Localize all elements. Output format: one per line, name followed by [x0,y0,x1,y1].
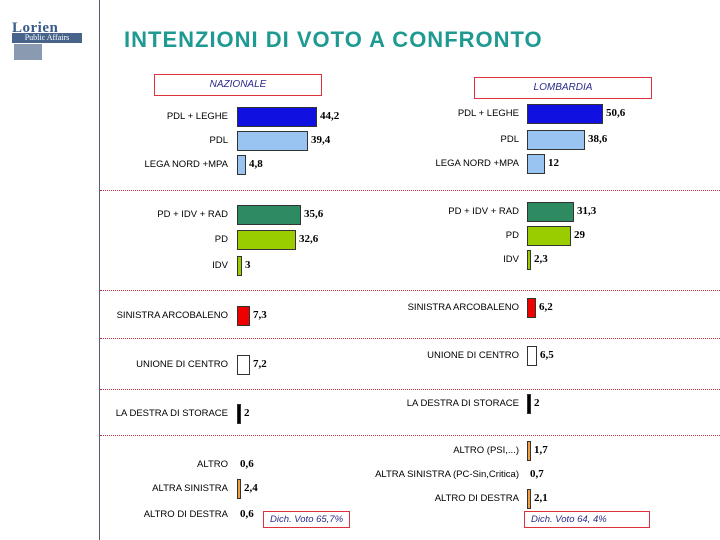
lom-bar [527,104,603,124]
lom-bar-value: 38,6 [588,133,608,145]
naz-row-label: IDV [212,260,228,271]
lom-row-label: PD [505,230,519,241]
section-separator [100,190,720,191]
lom-row-label: LEGA NORD +MPA [435,158,519,169]
section-separator [100,435,720,436]
lom-bar-value: 0,7 [530,468,544,480]
lom-row-label: ALTRA SINISTRA (PC-Sin,Critica) [375,469,519,480]
lom-bar [527,154,545,174]
lom-bar [527,202,574,222]
naz-bar [237,479,241,499]
lorien-logo: Lorien Public Affairs [12,20,84,60]
lom-bar [527,346,537,366]
naz-bar [237,131,308,151]
naz-row-label: SINISTRA ARCOBALENO [116,310,228,321]
lom-bar-value: 1,7 [534,444,548,456]
section-separator [100,389,720,390]
naz-bar [237,306,250,326]
lom-bar-value: 6,5 [540,349,554,361]
note-nazionale: Dich. Voto 65,7% [263,511,351,528]
lom-row-label: UNIONE DI CENTRO [427,350,519,361]
naz-bar [237,404,241,424]
lom-row-label: IDV [503,254,519,265]
lom-bar-value: 12 [548,157,559,169]
lom-bar-value: 2,1 [534,492,548,504]
naz-bar-value: 0,6 [240,508,254,520]
naz-bar-value: 0,6 [240,458,254,470]
section-separator [100,290,720,291]
naz-row-label: UNIONE DI CENTRO [136,359,228,370]
page-title: INTENZIONI DI VOTO A CONFRONTO [124,27,543,52]
header-nazionale: NAZIONALE [154,74,322,96]
naz-bar [237,355,250,375]
naz-bar [237,205,301,225]
lom-bar [527,250,531,270]
lom-bar [527,441,531,461]
lom-bar-value: 2,3 [534,253,548,265]
lom-row-label: ALTRO (PSI,...) [453,445,519,456]
naz-bar-value: 32,6 [299,233,319,245]
lom-row-label: PDL + LEGHE [457,108,519,119]
naz-bar-value: 7,3 [253,309,267,321]
logo-bottom-text: Public Affairs [12,33,82,43]
naz-row-label: LEGA NORD +MPA [144,159,228,170]
lom-row-label: ALTRO DI DESTRA [434,493,519,504]
lom-bar-value: 31,3 [577,205,597,217]
lom-bar [527,226,571,246]
lom-bar [527,394,531,414]
naz-row-label: PDL + LEGHE [166,111,228,122]
lom-bar [527,130,585,150]
lom-bar-value: 29 [574,229,585,241]
naz-bar [237,107,317,127]
naz-bar-value: 3 [245,259,251,271]
naz-bar [237,230,296,250]
naz-row-label: ALTRO [197,459,228,470]
vertical-divider [99,0,100,540]
lom-row-label: PD + IDV + RAD [448,206,519,217]
lom-row-label: LA DESTRA DI STORACE [406,398,519,409]
naz-bar-value: 2,4 [244,482,258,494]
naz-bar-value: 4,8 [249,158,263,170]
naz-row-label: PDL [209,135,228,146]
naz-bar [237,155,246,175]
header-lombardia: LOMBARDIA [474,77,652,99]
naz-row-label: ALTRO DI DESTRA [143,509,228,520]
naz-row-label: PD [214,234,228,245]
naz-bar-value: 39,4 [311,134,331,146]
lom-bar [527,489,531,509]
lom-bar-value: 6,2 [539,301,553,313]
section-separator [100,338,720,339]
naz-bar-value: 7,2 [253,358,267,370]
logo-top-text: Lorien [12,20,59,36]
lom-bar-value: 50,6 [606,107,626,119]
naz-row-label: LA DESTRA DI STORACE [115,408,228,419]
naz-bar-value: 44,2 [320,110,340,122]
naz-bar [237,256,242,276]
naz-row-label: PD + IDV + RAD [157,209,228,220]
lom-bar [527,298,536,318]
note-lombardia: Dich. Voto 64, 4% [524,511,650,528]
naz-bar-value: 2 [244,407,250,419]
naz-row-label: ALTRA SINISTRA [152,483,228,494]
lom-row-label: SINISTRA ARCOBALENO [407,302,519,313]
lom-row-label: PDL [500,134,519,145]
naz-bar-value: 35,6 [304,208,324,220]
logo-block [14,44,42,60]
lom-bar-value: 2 [534,397,540,409]
